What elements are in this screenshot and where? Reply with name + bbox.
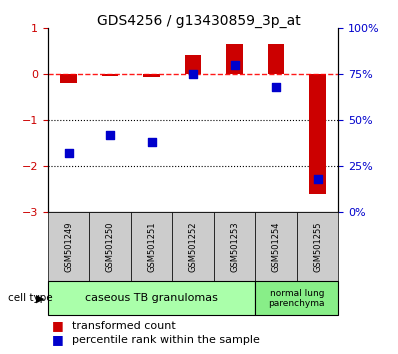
Bar: [60, 74, 77, 82]
Text: cell type: cell type: [8, 293, 53, 303]
Text: GDS4256 / g13430859_3p_at: GDS4256 / g13430859_3p_at: [97, 14, 301, 28]
Point: [231, 62, 238, 68]
Point: [190, 72, 196, 77]
Text: GSM501255: GSM501255: [313, 222, 322, 272]
Text: GSM501249: GSM501249: [64, 222, 73, 272]
Text: ■: ■: [52, 333, 64, 346]
Text: GSM501252: GSM501252: [189, 222, 197, 272]
Point: [314, 176, 321, 182]
Text: GSM501254: GSM501254: [271, 222, 281, 272]
Text: ■: ■: [52, 319, 64, 332]
Bar: [268, 45, 284, 74]
Bar: [226, 45, 243, 74]
Bar: [102, 74, 118, 76]
Point: [273, 84, 279, 90]
Point: [65, 151, 72, 156]
Text: percentile rank within the sample: percentile rank within the sample: [72, 335, 259, 345]
Text: caseous TB granulomas: caseous TB granulomas: [85, 293, 218, 303]
Text: GSM501253: GSM501253: [230, 222, 239, 272]
Point: [148, 139, 155, 145]
Text: normal lung
parenchyma: normal lung parenchyma: [269, 289, 325, 308]
Text: ▶: ▶: [35, 293, 44, 303]
Point: [107, 132, 113, 138]
Bar: [309, 74, 326, 194]
Bar: [185, 55, 201, 74]
Text: GSM501251: GSM501251: [147, 222, 156, 272]
Text: transformed count: transformed count: [72, 321, 176, 331]
Text: GSM501250: GSM501250: [105, 222, 115, 272]
Bar: [143, 74, 160, 77]
